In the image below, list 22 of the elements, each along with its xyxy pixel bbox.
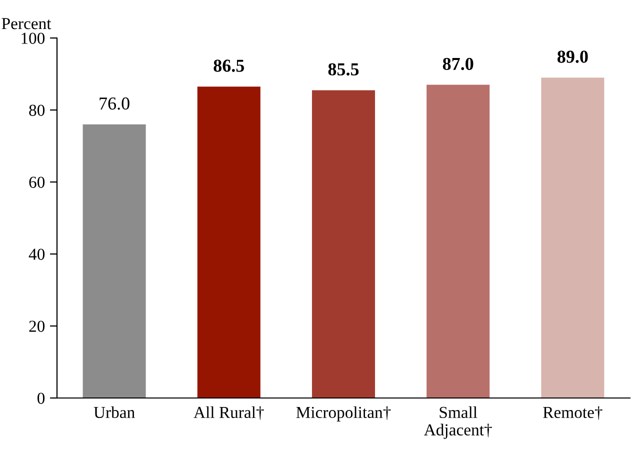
data-label: 86.5 — [214, 60, 244, 72]
y-axis-title: Percent — [2, 18, 52, 30]
bar — [541, 78, 604, 398]
x-tick-label: All Rural† — [194, 406, 264, 420]
bar — [426, 84, 490, 398]
y-tick-label: 100 — [22, 32, 45, 44]
y-tick-label: 0 — [37, 392, 45, 404]
bar — [197, 86, 260, 398]
bar — [312, 90, 376, 398]
bar — [82, 124, 146, 398]
data-label: 89.0 — [558, 50, 588, 63]
y-tick-label: 80 — [29, 104, 45, 116]
x-tick-label: Micropolitan† — [296, 406, 391, 422]
data-label: 87.0 — [442, 58, 474, 70]
data-label: 76.0 — [100, 97, 130, 110]
y-tick-label: 60 — [29, 176, 45, 188]
x-tick-label: Remote† — [543, 406, 602, 420]
y-tick-label: 40 — [28, 248, 45, 260]
y-tick-label: 20 — [29, 320, 45, 332]
x-tick-label: Small Adjacent† — [424, 406, 492, 439]
data-label: 85.5 — [328, 63, 359, 76]
x-tick-label: Urban — [94, 406, 135, 418]
